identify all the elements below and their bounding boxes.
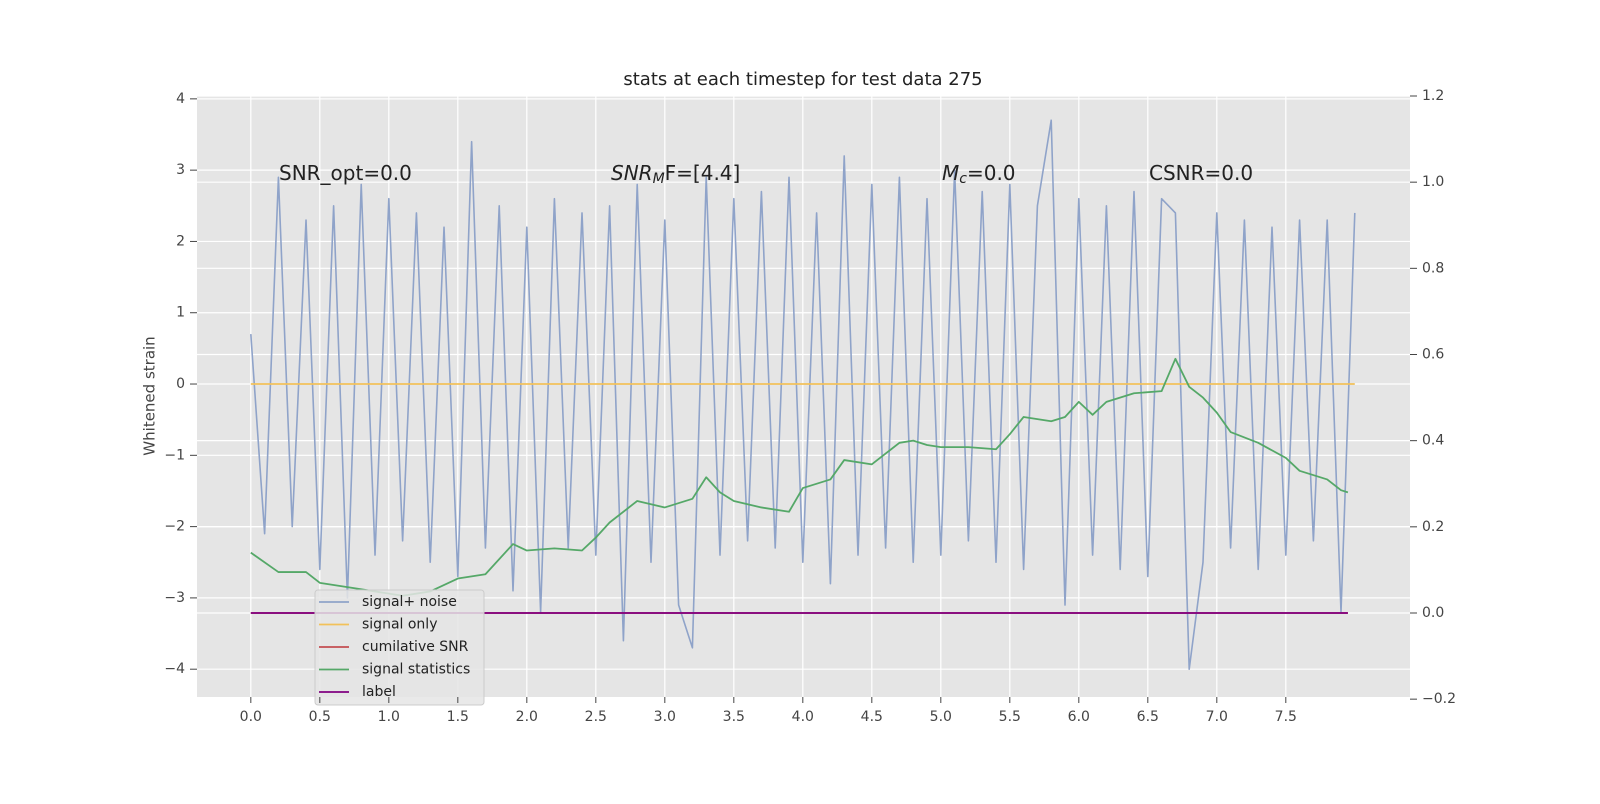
y2-tick-label: 0.4 (1422, 433, 1444, 449)
y2-tick-label: 0.0 (1422, 605, 1444, 621)
y-tick-label: 2 (176, 233, 185, 249)
x-tick-label: 2.5 (585, 709, 607, 725)
x-tick-label: 5.5 (999, 709, 1021, 725)
x-tick-label: 6.5 (1137, 709, 1159, 725)
legend: signal+ noise signal only cumilative SNR si… (314, 589, 485, 706)
annotation-sub: c (959, 171, 967, 187)
x-tick-label: 5.0 (930, 709, 952, 725)
x-tick-label: 1.0 (378, 709, 400, 725)
annotation-main: SNR_opt=0.0 (279, 161, 412, 185)
annotation: Mc=0.0 (942, 161, 1016, 188)
y2-tick-label: 0.6 (1422, 346, 1444, 362)
x-tick-label: 3.5 (723, 709, 745, 725)
legend-label: signal statistics (362, 662, 470, 678)
annotation-main: M (942, 161, 959, 185)
y-tick-label: −1 (164, 447, 185, 463)
x-tick-label: 4.0 (792, 709, 814, 725)
x-tick-label: 4.5 (861, 709, 883, 725)
y-tick-label: −3 (164, 590, 185, 606)
y-tick-label: 4 (176, 91, 185, 107)
y2-tick-label: −0.2 (1422, 691, 1456, 707)
x-tick-label: 6.0 (1068, 709, 1090, 725)
y2-tick-label: 0.2 (1422, 519, 1444, 535)
annotation-main: SNR (611, 161, 653, 185)
x-tick-label: 0.0 (240, 709, 262, 725)
annotation-main: CSNR=0.0 (1149, 161, 1253, 185)
annotation-rest: =0.0 (967, 161, 1016, 185)
x-tick-label: 2.0 (516, 709, 538, 725)
y-tick-label: 1 (176, 305, 185, 321)
y2-tick-label: 1.2 (1422, 88, 1444, 104)
y2-tick-label: 0.8 (1422, 260, 1444, 276)
series-line (250, 119, 1356, 670)
y-tick-label: −4 (164, 661, 185, 677)
annotation: SNR_opt=0.0 (279, 161, 412, 185)
y-tick-label: 0 (176, 376, 185, 392)
x-tick-label: 1.5 (447, 709, 469, 725)
x-tick-label: 3.0 (654, 709, 676, 725)
legend-label: label (362, 684, 396, 700)
x-tick-label: 0.5 (309, 709, 331, 725)
legend-label: signal+ noise (362, 594, 457, 610)
annotation: CSNR=0.0 (1149, 161, 1253, 185)
annotation: SNRMF=[4.4] (611, 161, 740, 188)
legend-label: signal only (362, 617, 437, 633)
legend-box (314, 589, 485, 706)
y2-tick-label: 1.0 (1422, 174, 1444, 190)
chart-title: stats at each timestep for test data 275 (623, 69, 982, 90)
series-line (250, 357, 1349, 597)
x-tick-label: 7.5 (1275, 709, 1297, 725)
y-tick-label: 3 (176, 162, 185, 178)
x-tick-label: 7.0 (1206, 709, 1228, 725)
y-tick-label: −2 (164, 519, 185, 535)
legend-label: cumilative SNR (362, 639, 469, 655)
y-axis-label: Whitened strain (141, 336, 159, 455)
annotation-sub: M (653, 171, 665, 187)
annotation-rest: F=[4.4] (665, 161, 741, 185)
